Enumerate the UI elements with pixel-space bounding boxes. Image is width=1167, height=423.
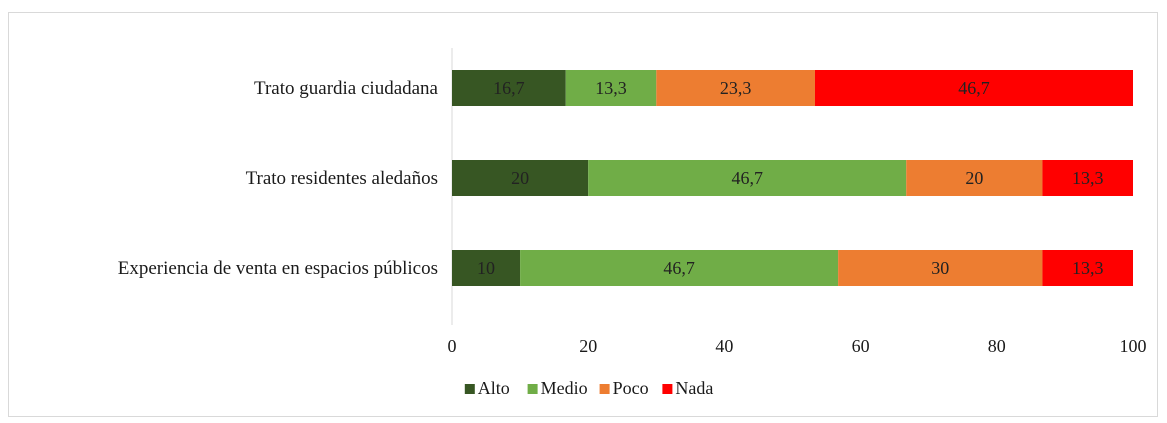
x-tick-label: 40 (715, 336, 733, 356)
data-label: 20 (965, 168, 983, 188)
data-label: 20 (511, 168, 529, 188)
bar-segment-nada (814, 70, 1133, 106)
x-tick-label: 60 (852, 336, 870, 356)
bar-segment-poco (906, 160, 1043, 196)
data-label: 30 (931, 258, 949, 278)
legend-label: Medio (541, 378, 588, 398)
legend-label: Alto (478, 378, 510, 398)
legend-swatch-poco (599, 384, 610, 394)
x-tick-label: 0 (448, 336, 457, 356)
category-label: Experiencia de venta en espacios público… (118, 258, 438, 279)
bars-layer: 16,7 13,3 23,3 46,7 20 46,7 20 13,3 10 46,7 30 13,3 (452, 70, 1133, 286)
data-label: 46,7 (731, 168, 763, 188)
category-label: Trato residentes aledaños (246, 168, 438, 189)
legend-label: Poco (613, 378, 649, 398)
legend-label: Nada (675, 378, 713, 398)
category-labels: Trato guardia ciudadana Trato residentes … (118, 78, 439, 279)
data-label: 13,3 (595, 78, 627, 98)
bar-segment-nada (1042, 250, 1133, 286)
bar-segment-nada (1042, 160, 1133, 196)
data-label: 46,7 (663, 258, 695, 278)
bar-segment-poco (656, 70, 815, 106)
data-label: 16,7 (493, 78, 525, 98)
bar-segment-medio (565, 70, 657, 106)
bar-segment-alto (452, 70, 566, 106)
x-tick-label: 80 (988, 336, 1006, 356)
legend-swatch-nada (662, 384, 673, 394)
x-tick-label: 100 (1120, 336, 1147, 356)
legend-swatch-medio (527, 384, 538, 394)
x-axis-tick-labels: 0 20 40 60 80 100 (448, 336, 1147, 356)
bar-segment-medio (520, 250, 839, 286)
data-label: 10 (477, 258, 495, 278)
bar-segment-alto (452, 160, 589, 196)
legend-swatch-alto (464, 384, 475, 394)
bar-segment-poco (838, 250, 1043, 286)
data-label: 13,3 (1072, 168, 1104, 188)
data-label: 13,3 (1072, 258, 1104, 278)
bar-segment-alto (452, 250, 521, 286)
data-label: 23,3 (720, 78, 752, 98)
data-label: 46,7 (958, 78, 990, 98)
x-tick-label: 20 (579, 336, 597, 356)
category-label: Trato guardia ciudadana (254, 78, 439, 99)
bar-segment-medio (588, 160, 907, 196)
legend: Alto Medio Poco Nada (464, 378, 713, 398)
